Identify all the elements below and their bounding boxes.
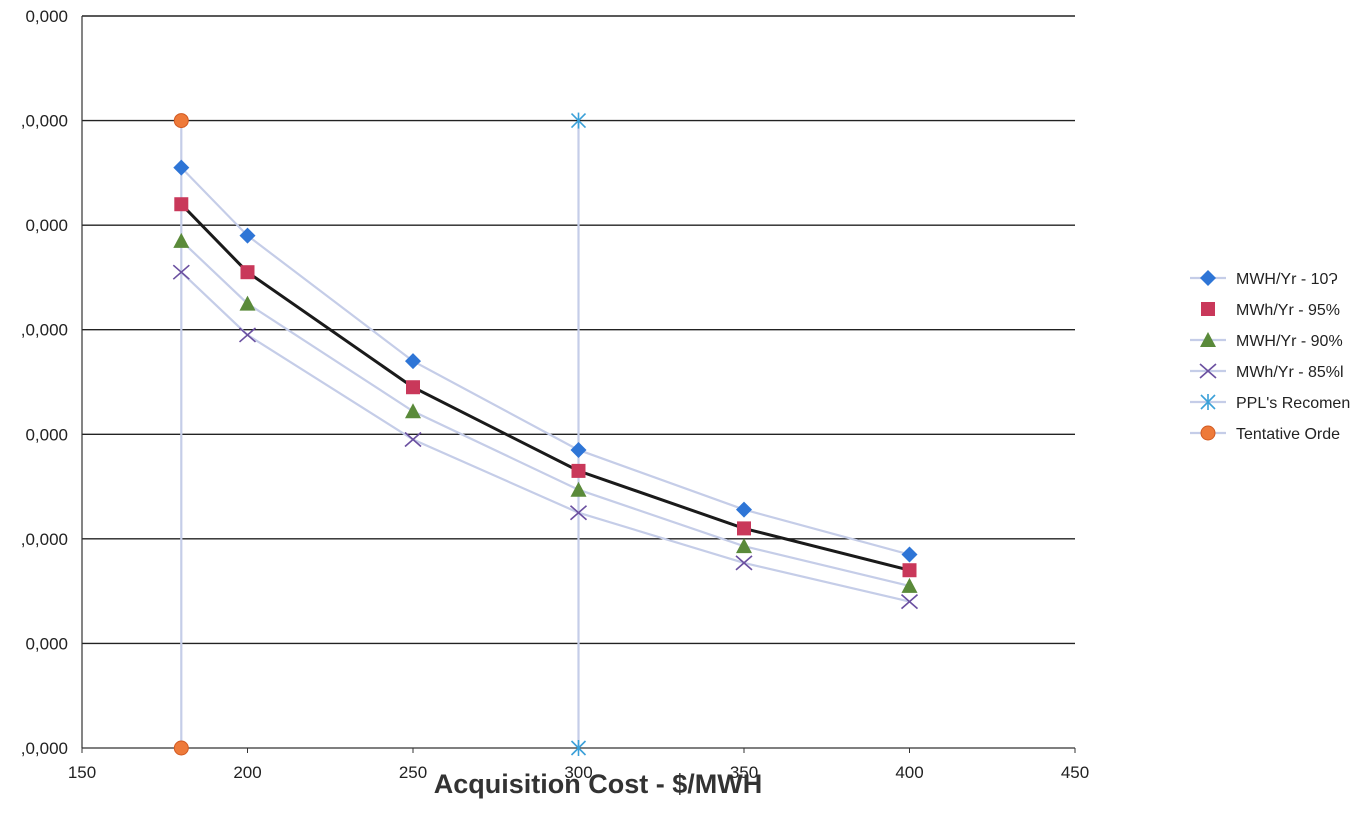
series-line-2 [180, 240, 910, 587]
legend-marker [1200, 425, 1216, 441]
y-tick-label: ,0,000 [21, 112, 68, 131]
data-point [571, 463, 586, 478]
legend-item: Tentative Orde [1190, 425, 1340, 443]
x-tick-label: 250 [399, 763, 427, 782]
y-tick-label: 0,000 [25, 216, 68, 235]
y-tick-label: 0,000 [25, 425, 68, 444]
data-point [173, 232, 190, 248]
x-tick-label: 300 [564, 763, 592, 782]
legend-label: Tentative Orde [1236, 426, 1340, 443]
data-point [174, 197, 189, 212]
y-tick-label: ,0,000 [21, 321, 68, 340]
series-line-3 [180, 271, 910, 603]
x-axis-label: Acquisition Cost - $/MWH [434, 769, 762, 799]
x-tick-label: 450 [1061, 763, 1089, 782]
data-point [405, 403, 421, 419]
legend-marker [1199, 363, 1217, 379]
data-point [404, 431, 422, 448]
data-point [737, 521, 751, 536]
legend-item: MWh/Yr - 85%l [1190, 363, 1344, 381]
data-point [570, 481, 587, 497]
x-stroke [900, 593, 919, 610]
legend-marker [1200, 332, 1216, 347]
data-point [902, 563, 917, 578]
x-stroke [735, 555, 753, 571]
legend-marker [1201, 302, 1215, 316]
legend-item: MWh/Yr - 95% [1201, 302, 1340, 319]
data-point [405, 353, 421, 370]
legend-label: MWh/Yr - 85%l [1236, 364, 1344, 381]
series-layer [172, 112, 919, 756]
data-point [736, 538, 752, 554]
data-point [239, 227, 256, 244]
data-point [238, 327, 257, 343]
series-line-0 [180, 166, 910, 556]
y-tick-label: ,0,000 [21, 739, 68, 758]
legend-item: PPL's Recomen [1190, 394, 1350, 412]
data-point [406, 380, 420, 395]
legend: MWH/Yr - 10Ɂ MWh/Yr - 95% MWH/Yr - 90% MWh/… [1190, 270, 1350, 443]
data-point [570, 740, 587, 756]
data-point [173, 740, 189, 756]
series-line-1 [180, 203, 910, 572]
data-point [900, 593, 919, 610]
x-stroke [1199, 363, 1217, 379]
y-tick-label: 0,000 [25, 634, 68, 653]
x-tick-label: 150 [68, 763, 96, 782]
tick-labels: ,0,000 0,000 ,0,000 0,000 ,0,000 0,000 ,0,000 0… [21, 7, 1089, 782]
legend-label: PPL's Recomen [1236, 395, 1350, 412]
data-point [240, 265, 255, 280]
legend-marker [1200, 270, 1216, 286]
x-tick-label: 200 [233, 763, 261, 782]
data-point [901, 546, 918, 563]
data-point [736, 501, 752, 518]
x-stroke [569, 505, 588, 521]
data-point [735, 555, 753, 571]
data-point [570, 112, 587, 129]
data-point [901, 577, 918, 593]
legend-marker [1200, 394, 1216, 410]
x-stroke [238, 327, 257, 343]
y-tick-label: ,0,000 [21, 530, 68, 549]
data-point [570, 441, 587, 458]
x-stroke [172, 264, 190, 280]
legend-label: MWH/Yr - 10Ɂ [1236, 271, 1338, 288]
legend-label: MWh/Yr - 95% [1236, 302, 1340, 319]
legend-item: MWH/Yr - 90% [1190, 332, 1343, 350]
y-tick-label: 0,000 [25, 7, 68, 26]
x-tick-label: 350 [730, 763, 758, 782]
data-point [173, 113, 189, 129]
x-stroke [404, 431, 422, 448]
data-point [173, 159, 190, 176]
legend-item: MWH/Yr - 10Ɂ [1190, 270, 1338, 288]
x-tick-label: 400 [895, 763, 923, 782]
data-point [172, 264, 190, 280]
data-point [569, 505, 588, 521]
data-point [239, 295, 256, 311]
legend-label: MWH/Yr - 90% [1236, 333, 1343, 350]
